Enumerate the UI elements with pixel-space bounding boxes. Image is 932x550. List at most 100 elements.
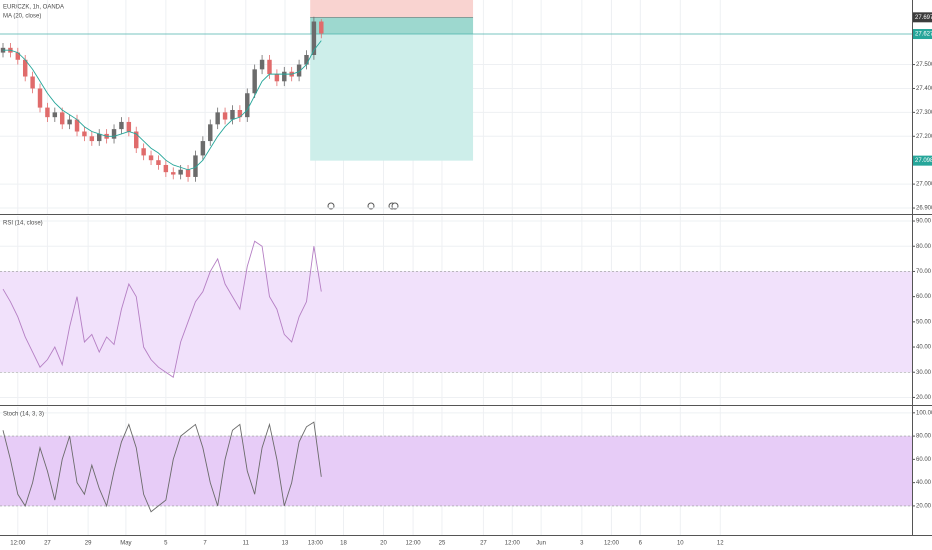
candle-body bbox=[59, 112, 65, 125]
y-tick-label: 26.90000 bbox=[916, 206, 932, 212]
x-tick-label: 27 bbox=[44, 541, 51, 547]
candle-body bbox=[67, 119, 72, 125]
candle-body bbox=[259, 59, 265, 70]
y-tick-label: 100.00 bbox=[916, 410, 932, 416]
y-tick-label: 27.30000 bbox=[916, 110, 932, 116]
candle-body bbox=[52, 112, 58, 118]
candle-body bbox=[30, 76, 35, 89]
x-tick-label: 25 bbox=[439, 541, 446, 547]
profit-zone bbox=[310, 17, 474, 35]
y-tick-label: 40.00 bbox=[916, 480, 932, 486]
indicator-line bbox=[2, 421, 322, 513]
x-tick-label: 13:00 bbox=[308, 541, 324, 547]
y-tick-label: 27.50000 bbox=[916, 62, 932, 68]
candle-body bbox=[97, 133, 102, 142]
pane-title: Stoch (14, 3, 3) bbox=[3, 412, 44, 418]
background-layer bbox=[0, 0, 912, 535]
candle-body bbox=[156, 160, 161, 165]
candle-body bbox=[193, 155, 198, 177]
band bbox=[0, 271, 912, 373]
x-tick-label: 12:00 bbox=[10, 541, 26, 547]
y-tick-label: 20.00 bbox=[916, 395, 932, 401]
data-layer bbox=[0, 16, 324, 513]
candle-body bbox=[311, 21, 317, 55]
y-tick-label: 80.00 bbox=[916, 244, 932, 250]
x-tick-label: Jun bbox=[536, 541, 546, 547]
x-tick-label: 27 bbox=[480, 541, 487, 547]
y-tick-label: 20.00 bbox=[916, 503, 932, 509]
x-tick-label: May bbox=[120, 541, 131, 547]
pane-title: RSI (14, close) bbox=[3, 221, 43, 227]
candle-body bbox=[15, 52, 21, 60]
candle-body bbox=[119, 121, 124, 130]
target-badge-bg bbox=[913, 155, 932, 166]
candle-body bbox=[274, 74, 280, 82]
candle-body bbox=[148, 155, 154, 161]
candle-body bbox=[296, 64, 302, 77]
x-tick-label: 6 bbox=[639, 541, 643, 547]
candle-body bbox=[237, 109, 243, 118]
x-tick-label: 18 bbox=[340, 541, 347, 547]
candle-body bbox=[45, 107, 50, 118]
candle-body bbox=[252, 69, 257, 94]
x-tick-label: 12:00 bbox=[604, 541, 620, 547]
candle-body bbox=[89, 136, 95, 142]
candle-body bbox=[208, 124, 213, 142]
y-tick-label: 50.00 bbox=[916, 319, 932, 325]
flag-icon bbox=[327, 202, 335, 210]
indicator-line bbox=[2, 240, 322, 379]
candle-body bbox=[171, 172, 176, 175]
last-price-badge: 27.62767 bbox=[915, 32, 932, 38]
y-tick-label: 70.00 bbox=[916, 269, 932, 275]
stop-zone bbox=[310, 0, 474, 18]
band bbox=[0, 436, 912, 506]
y-tick-label: 80.00 bbox=[916, 434, 932, 440]
entry-badge: 27.69758 bbox=[915, 15, 932, 21]
x-tick-label: 13 bbox=[282, 541, 289, 547]
candle-body bbox=[230, 109, 235, 120]
candle-body bbox=[245, 93, 250, 118]
y-tick-label: 60.00 bbox=[916, 457, 932, 463]
y-tick-label: 60.00 bbox=[916, 294, 932, 300]
event-flags bbox=[327, 202, 399, 210]
x-tick-label: 11 bbox=[243, 541, 250, 547]
y-tick-label: 30.00 bbox=[916, 370, 932, 376]
candle-body bbox=[282, 71, 287, 82]
target-zone bbox=[310, 17, 474, 161]
candle-body bbox=[267, 59, 272, 75]
ma-line bbox=[3, 40, 322, 171]
candle-body bbox=[222, 112, 228, 120]
y-tick-label: 27.40000 bbox=[916, 86, 932, 92]
candle-body bbox=[134, 131, 139, 149]
entry-badge-bg bbox=[913, 12, 932, 23]
candle-body bbox=[185, 169, 191, 177]
candle-body bbox=[37, 88, 43, 108]
y-tick-label: 40.00 bbox=[916, 345, 932, 351]
candle-body bbox=[304, 54, 309, 65]
candle-body bbox=[74, 119, 80, 132]
x-tick-label: 7 bbox=[203, 541, 207, 547]
candle-body bbox=[319, 21, 324, 34]
y-tick-label: 27.20000 bbox=[916, 134, 932, 140]
x-tick-label: 29 bbox=[85, 541, 92, 547]
candle-body bbox=[141, 148, 146, 156]
x-tick-label: 10 bbox=[677, 541, 684, 547]
candle-body bbox=[82, 131, 87, 137]
x-tick-label: 5 bbox=[164, 541, 168, 547]
indicator-label: MA (20, close) bbox=[3, 14, 41, 20]
candle-body bbox=[111, 129, 117, 139]
candle-body bbox=[22, 59, 28, 77]
y-tick-label: 90.00 bbox=[916, 219, 932, 225]
flag-icon bbox=[391, 202, 399, 210]
x-tick-label: 12:00 bbox=[505, 541, 521, 547]
flag-icon bbox=[367, 202, 375, 210]
candle-body bbox=[163, 164, 169, 173]
x-tick-label: 3 bbox=[580, 541, 584, 547]
x-tick-label: 12 bbox=[717, 541, 724, 547]
candle-body bbox=[200, 141, 206, 156]
last-price-badge-bg bbox=[913, 29, 932, 40]
candle-body bbox=[126, 121, 132, 132]
